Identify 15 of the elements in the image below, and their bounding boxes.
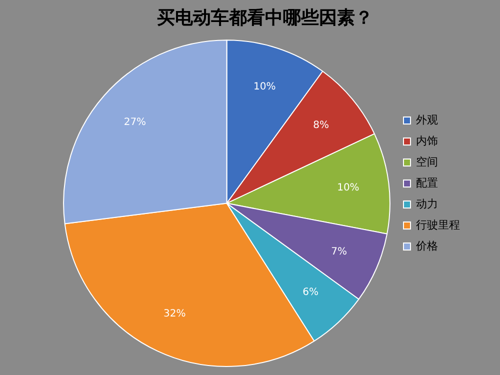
legend-label: 内饰 [416, 134, 438, 148]
data-label: 27% [124, 116, 146, 128]
data-label: 10% [253, 81, 276, 92]
legend-label: 配置 [416, 176, 438, 190]
chart-title: 买电动车都看中哪些因素？ [157, 7, 373, 28]
legend-label: 价格 [415, 239, 438, 252]
legend-label: 动力 [416, 197, 438, 210]
data-label: 8% [313, 120, 329, 131]
data-label: 6% [302, 287, 318, 298]
legend-label: 外观 [416, 113, 438, 126]
legend-label: 空间 [416, 155, 438, 168]
data-label: 7% [331, 246, 348, 258]
data-label: 10% [337, 182, 360, 194]
legend-label: 行驶里程 [416, 218, 460, 232]
data-label: 32% [164, 308, 186, 320]
